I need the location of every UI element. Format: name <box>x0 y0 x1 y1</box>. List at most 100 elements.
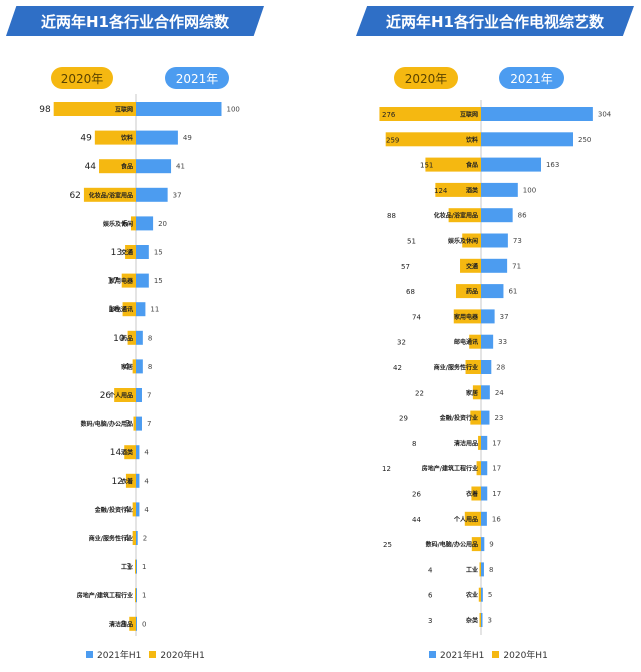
category-label: 数码/电脑/办公用品 <box>81 420 133 428</box>
value-label-2021: 5 <box>488 591 492 599</box>
bar-4-2020 <box>130 216 136 231</box>
category-label: 衣着 <box>121 477 133 485</box>
category-label: 邮电通讯 <box>109 306 133 314</box>
value-label-2021: 2 <box>143 535 147 543</box>
value-label-2021: 15 <box>154 249 163 257</box>
value-label-2020: 6 <box>428 592 433 600</box>
bar-13-2020 <box>125 473 136 488</box>
value-label-2020: 16 <box>108 305 120 315</box>
category-label: 家用电器 <box>109 277 134 285</box>
value-label-2021: 17 <box>492 465 501 473</box>
bar-11-2021 <box>136 416 142 431</box>
value-label-2020: 4 <box>428 566 433 574</box>
bar-17-2021 <box>481 537 485 552</box>
category-label: 交通 <box>466 262 478 270</box>
value-label-2020: 44 <box>85 162 97 172</box>
value-label-2020: 8 <box>121 620 127 630</box>
value-label-2020: 4 <box>124 362 130 372</box>
bar-7-2020 <box>122 302 136 317</box>
value-label-2021: 0 <box>142 620 146 628</box>
category-label: 数码/电脑/办公用品 <box>426 541 478 549</box>
legend-label-2021: 2021年H1 <box>440 651 485 661</box>
bar-18-2021 <box>136 616 137 631</box>
category-label: 互联网 <box>460 111 478 119</box>
value-label-2021: 250 <box>578 136 591 144</box>
category-label: 饮料 <box>120 134 133 142</box>
bar-4-2020 <box>448 208 481 223</box>
value-label-2020: 259 <box>386 136 399 144</box>
bar-17-2021 <box>136 588 137 603</box>
category-label: 饮料 <box>465 136 478 144</box>
value-label-2021: 11 <box>150 306 159 314</box>
bar-8-2021 <box>136 330 143 345</box>
bar-9-2021 <box>136 359 143 374</box>
bar-19-2021 <box>481 587 483 602</box>
category-label: 衣着 <box>466 490 478 498</box>
bar-17-2020 <box>135 588 136 603</box>
value-label-2020: 51 <box>407 238 416 246</box>
legend-label-2020: 2020年H1 <box>503 651 548 661</box>
value-label-2020: 8 <box>412 440 416 448</box>
value-label-2020: 29 <box>399 415 408 423</box>
bar-7-2020 <box>455 284 481 299</box>
category-label: 药品 <box>466 288 478 296</box>
category-label: 娱乐及休闲 <box>448 237 478 245</box>
value-label-2020: 10 <box>113 334 125 344</box>
bar-8-2020 <box>453 309 481 324</box>
bar-14-2021 <box>481 461 488 476</box>
category-label: 药品 <box>121 334 133 342</box>
value-label-2021: 4 <box>144 477 149 485</box>
value-label-2021: 9 <box>489 541 493 549</box>
category-label: 清洁用品 <box>109 620 133 628</box>
category-label: 清洁用品 <box>454 439 478 447</box>
category-label: 金融/投资行业 <box>439 414 478 422</box>
value-label-2020: 62 <box>69 191 80 201</box>
value-label-2021: 33 <box>498 338 507 346</box>
bar-12-2021 <box>136 445 140 460</box>
left-2021-pill: 2021年 <box>165 67 229 89</box>
category-label: 商业/服务性行业 <box>89 535 133 543</box>
category-label: 互联网 <box>115 106 133 114</box>
value-label-2021: 86 <box>518 212 527 220</box>
value-label-2021: 7 <box>147 420 151 428</box>
bar-5-2021 <box>481 233 508 248</box>
bar-0-2020 <box>379 107 481 121</box>
value-label-2020: 276 <box>382 111 396 119</box>
legend-swatch-2021 <box>429 651 436 658</box>
value-label-2020: 14 <box>110 448 122 458</box>
value-label-2020: 22 <box>415 389 424 397</box>
value-label-2021: 20 <box>158 220 167 228</box>
bar-9-2021 <box>481 334 494 349</box>
bar-4-2021 <box>481 208 513 223</box>
bar-18-2021 <box>481 562 484 577</box>
value-label-2020: 151 <box>420 162 433 170</box>
value-label-2020: 3 <box>428 617 432 625</box>
category-label: 金融/投资行业 <box>94 506 133 514</box>
left-2020-pill: 2020年 <box>51 67 113 89</box>
value-label-2020: 26 <box>100 391 112 401</box>
legend-label-2021: 2021年H1 <box>97 651 142 661</box>
legend-swatch-2020 <box>149 651 157 658</box>
value-label-2021: 1 <box>142 592 146 600</box>
right-legend: 2021年H1 2020年H1 <box>429 648 548 661</box>
bar-9-2020 <box>469 334 481 349</box>
category-label: 娱乐及休闲 <box>103 220 133 228</box>
bar-13-2020 <box>478 435 481 450</box>
value-label-2021: 7 <box>147 392 151 400</box>
bar-3-2020 <box>83 187 136 202</box>
value-label-2021: 61 <box>508 288 517 296</box>
value-label-2020: 1 <box>126 563 132 573</box>
bar-9-2020 <box>132 359 136 374</box>
bar-11-2021 <box>481 385 490 400</box>
bar-15-2021 <box>136 531 138 545</box>
value-label-2020: 44 <box>412 516 421 524</box>
legend-swatch-2021 <box>86 651 93 658</box>
category-label: 家用电器 <box>454 313 479 321</box>
value-label-2020: 3 <box>125 420 131 430</box>
category-label: 商业/服务性行业 <box>434 364 478 372</box>
category-label: 酒类 <box>121 449 134 457</box>
value-label-2020: 32 <box>397 339 406 347</box>
right-2021-pill: 2021年 <box>499 67 564 89</box>
category-label: 化妆品/浴室用品 <box>89 191 133 199</box>
category-label: 化妆品/浴室用品 <box>434 212 478 220</box>
